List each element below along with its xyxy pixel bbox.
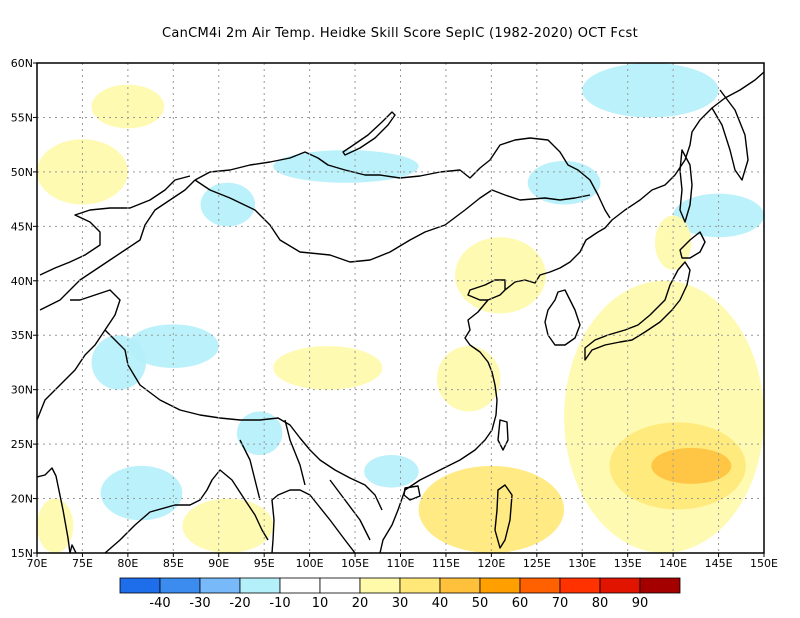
lake-baikal — [342, 111, 396, 156]
border-india-west — [37, 289, 121, 421]
colorbar-swatch — [599, 577, 641, 594]
lat-tick-label: 60N — [11, 57, 33, 70]
border-kazakh-north — [39, 175, 191, 276]
lat-tick-label: 20N — [11, 493, 33, 506]
colorbar-swatch — [399, 577, 441, 594]
skill-patch-yangtze — [436, 346, 501, 412]
colorbar-swatch — [519, 577, 561, 594]
lon-tick-label: 95E — [254, 557, 275, 570]
colorbar-label: 70 — [552, 596, 569, 611]
colorbar-label: -10 — [269, 596, 290, 611]
colorbar-label: -30 — [189, 596, 210, 611]
colorbar-swatch — [279, 577, 321, 594]
colorbar-label: 20 — [352, 596, 369, 611]
lon-tick-label: 105E — [341, 557, 369, 570]
lon-tick-label: 125E — [523, 557, 551, 570]
lat-tick-label: 25N — [11, 438, 33, 451]
colorbar-label: 30 — [392, 596, 409, 611]
coastline-japan — [584, 231, 706, 361]
skill-patch-far-northeast — [582, 63, 719, 118]
border-himalaya — [104, 329, 383, 511]
colorbar-label: 50 — [472, 596, 489, 611]
colorbar-swatch — [239, 577, 281, 594]
lon-tick-label: 85E — [163, 557, 184, 570]
border-se-asia — [239, 419, 371, 541]
lat-tick-label: 30N — [11, 384, 33, 397]
colorbar-label: 40 — [432, 596, 449, 611]
lat-tick-label: 55N — [11, 111, 33, 124]
coastline-taiwan — [497, 419, 509, 451]
skill-patch-tibet-east — [273, 346, 383, 390]
colorbar: -40 -30 -20 -10 10 20 30 40 50 60 70 80 90 — [119, 577, 681, 611]
colorbar-swatch — [119, 577, 161, 594]
colorbar-label: 80 — [592, 596, 609, 611]
coastline-luzon — [494, 484, 513, 549]
lat-tick-label: 50N — [11, 166, 33, 179]
colorbar-label: 60 — [512, 596, 529, 611]
skill-patch-korea-manchuria — [455, 237, 546, 314]
colorbar-label: 90 — [632, 596, 649, 611]
colorbar-swatch — [359, 577, 401, 594]
coastline-layer — [37, 71, 764, 553]
colorbar-label: -40 — [149, 596, 170, 611]
skill-patch-himalaya-west — [91, 335, 147, 390]
skill-patch-south-china — [364, 455, 419, 488]
lon-tick-label: 70E — [27, 557, 48, 570]
lat-lon-grid — [37, 63, 764, 553]
coastline-mainland — [37, 71, 764, 553]
coastline-hainan — [403, 485, 421, 501]
skill-patch-central-siberia-band — [273, 150, 419, 183]
colorbar-swatch — [639, 577, 681, 594]
lat-tick-label: 45N — [11, 220, 33, 233]
colorbar-swatch — [199, 577, 241, 594]
lat-tick-label: 40N — [11, 275, 33, 288]
lon-tick-label: 120E — [477, 557, 505, 570]
lon-tick-label: 115E — [432, 557, 460, 570]
colorbar-swatch — [439, 577, 481, 594]
lon-tick-label: 80E — [117, 557, 138, 570]
axis-ticks: 70E 75E 80E 85E 90E 95E 100E 105E 110E 115E 120E 12… — [11, 57, 778, 570]
lat-tick-label: 15N — [11, 547, 33, 560]
colorbar-swatch — [159, 577, 201, 594]
lon-tick-label: 135E — [614, 557, 642, 570]
lon-tick-label: 90E — [208, 557, 229, 570]
colorbar-swatch — [479, 577, 521, 594]
skill-patch-north-pacific — [673, 193, 764, 238]
lon-tick-label: 150E — [750, 557, 778, 570]
colorbar-label: 10 — [312, 596, 329, 611]
skill-patch-west-pacific — [564, 280, 764, 553]
lon-tick-label: 140E — [659, 557, 687, 570]
colorbar-swatch — [559, 577, 601, 594]
border-mongolia — [194, 137, 611, 263]
coastline-sri-lanka — [69, 544, 77, 553]
coastline-korea — [544, 289, 581, 346]
skill-patch-south-china-sea — [418, 465, 565, 553]
colorbar-swatch — [319, 577, 361, 594]
lon-tick-label: 75E — [72, 557, 93, 570]
colorbar-label: -20 — [229, 596, 250, 611]
lat-tick-label: 35N — [11, 329, 33, 342]
chart-title: CanCM4i 2m Air Temp. Heidke Skill Score … — [161, 26, 639, 41]
coastline-kamchatka — [711, 89, 749, 181]
skill-patch-altai-patch — [200, 182, 256, 227]
lon-tick-label: 100E — [296, 557, 324, 570]
skill-patch-pacific-strong — [651, 447, 732, 484]
lon-tick-label: 110E — [387, 557, 415, 570]
lon-tick-label: 145E — [705, 557, 733, 570]
skill-patch-arabian-sea — [37, 498, 74, 553]
skill-patch-bay-of-bengal — [182, 498, 274, 553]
coastline-sakhalin — [679, 149, 693, 223]
skill-patch-india-south — [100, 465, 183, 521]
border-china-west — [39, 179, 196, 311]
lon-tick-label: 130E — [568, 557, 596, 570]
